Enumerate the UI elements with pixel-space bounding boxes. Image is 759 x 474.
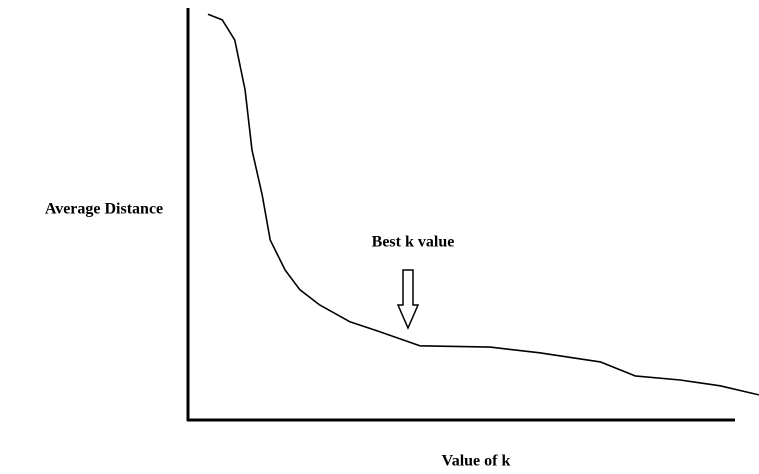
annotation-arrow <box>396 269 420 330</box>
curve <box>207 13 759 396</box>
y-axis-label: Average Distance <box>45 201 163 218</box>
x-axis-label: Value of k <box>442 453 511 470</box>
annotation: Best k value <box>372 234 455 251</box>
